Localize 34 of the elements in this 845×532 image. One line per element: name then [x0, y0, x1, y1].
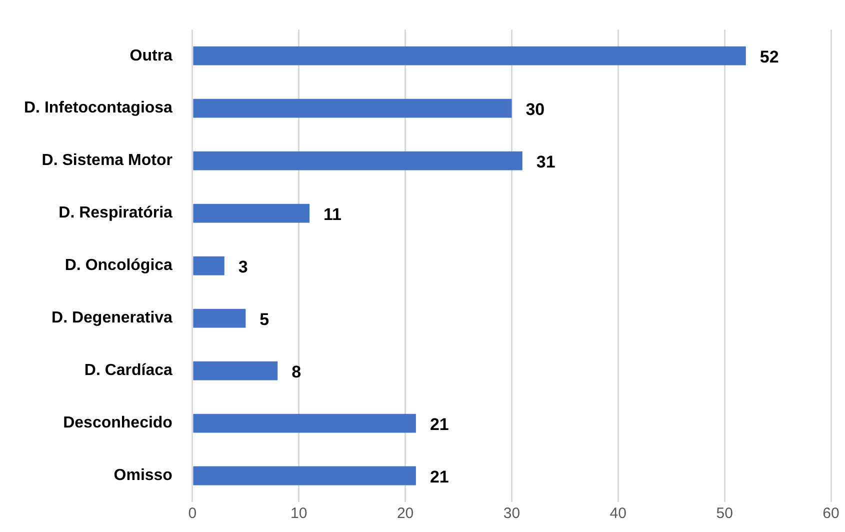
- bar: [193, 361, 278, 380]
- data-label: 8: [292, 362, 302, 382]
- y-tick-label: D. Sistema Motor: [42, 152, 172, 170]
- x-tick-label: 60: [822, 505, 840, 522]
- y-tick-label: D. Respiratória: [58, 204, 173, 222]
- data-label: 11: [324, 205, 342, 224]
- bar: [193, 46, 746, 66]
- bar: [193, 466, 416, 486]
- y-tick-label: D. Oncológica: [64, 257, 173, 274]
- bar: [193, 414, 416, 433]
- x-tick-label: 20: [396, 505, 414, 522]
- y-tick-label: D. Infetocontagiosa: [24, 100, 173, 117]
- bar: [193, 256, 224, 276]
- data-label: 52: [760, 48, 779, 67]
- data-label: 5: [260, 310, 270, 329]
- y-tick-label: D. Degenerativa: [52, 310, 173, 327]
- bar: [193, 98, 512, 118]
- data-label: 21: [430, 467, 449, 486]
- bar: [193, 151, 522, 170]
- data-label: 30: [526, 100, 545, 120]
- y-tick-label: D. Cardíaca: [84, 362, 173, 380]
- bar: [193, 204, 310, 223]
- y-tick-label: Omisso: [114, 467, 173, 484]
- x-tick-label: 40: [610, 505, 626, 522]
- y-tick-label: Outra: [130, 47, 173, 64]
- x-tick-label: 50: [716, 505, 733, 522]
- x-tick-label: 10: [290, 505, 308, 522]
- data-label: 31: [536, 152, 556, 172]
- x-tick-label: 0: [188, 505, 197, 522]
- y-tick-label: Desconhecido: [63, 414, 173, 432]
- x-tick-label: 30: [503, 505, 520, 522]
- bar: [193, 308, 246, 328]
- data-label: 21: [430, 414, 449, 434]
- data-label: 3: [238, 257, 248, 276]
